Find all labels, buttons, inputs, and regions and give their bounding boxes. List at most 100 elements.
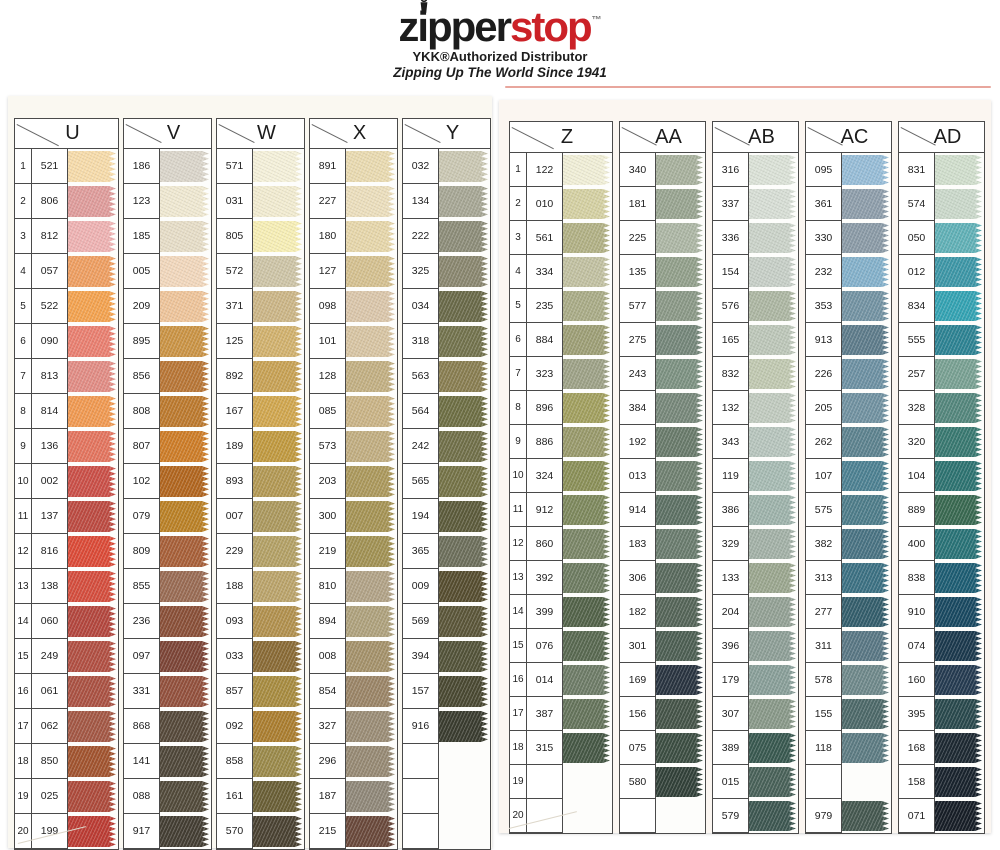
swatch-cell <box>563 595 612 629</box>
color-row-W-10: 893 <box>217 464 304 499</box>
zipper-swatch-093 <box>253 606 302 637</box>
swatch-cell <box>842 153 891 187</box>
color-code <box>806 765 842 799</box>
zipper-swatch-101 <box>346 326 395 357</box>
color-row-AB-3: 336 <box>713 221 798 255</box>
swatch-cell <box>68 429 118 464</box>
swatch-cell <box>68 394 118 429</box>
zipper-swatch-313 <box>842 563 889 593</box>
color-code: 850 <box>32 744 68 779</box>
zipper-swatch-071 <box>935 801 982 831</box>
color-row-AD-11: 889 <box>899 493 984 527</box>
swatch-cell <box>563 357 612 391</box>
color-code: 013 <box>620 459 656 493</box>
color-code: 361 <box>806 187 842 221</box>
zipper-swatch-855 <box>160 571 209 602</box>
swatch-cell <box>439 534 490 569</box>
swatch-cell <box>563 799 612 833</box>
swatch-cell <box>563 255 612 289</box>
swatch-cell <box>346 814 397 849</box>
zipper-swatch-315 <box>563 733 610 763</box>
zipper-swatch-395 <box>935 699 982 729</box>
zipper-swatch-555 <box>935 325 982 355</box>
swatch-cell <box>842 697 891 731</box>
header-diagonal-line <box>621 127 657 146</box>
swatch-cell <box>253 254 304 289</box>
color-code <box>527 799 563 833</box>
row-number: 17 <box>510 697 527 731</box>
swatch-cell <box>842 799 891 833</box>
swatch-cell <box>563 663 612 697</box>
zipper-swatch-577 <box>656 291 703 321</box>
color-code: 192 <box>620 425 656 459</box>
zipper-swatch-235 <box>563 291 610 321</box>
zipper-swatch-135 <box>656 257 703 287</box>
zipper-swatch-320 <box>935 427 982 457</box>
color-row-AB-1: 316 <box>713 153 798 187</box>
color-code: 353 <box>806 289 842 323</box>
zipper-swatch-209 <box>160 291 209 322</box>
zipper-swatch-913 <box>842 325 889 355</box>
color-row-X-9: 573 <box>310 429 397 464</box>
swatch-cell <box>656 391 705 425</box>
zipper-swatch-910 <box>935 597 982 627</box>
color-row-U-9: 9 136 <box>15 429 118 464</box>
swatch-cell <box>563 731 612 765</box>
trademark-symbol: ™ <box>591 15 602 26</box>
color-code: 334 <box>527 255 563 289</box>
row-number: 16 <box>510 663 527 697</box>
swatch-cell <box>842 663 891 697</box>
color-code: 093 <box>217 604 253 639</box>
tagline: Zipping Up The World Since 1941 <box>393 65 607 80</box>
color-row-AA-2: 181 <box>620 187 705 221</box>
color-code: 071 <box>899 799 935 833</box>
color-code: 382 <box>806 527 842 561</box>
color-row-AD-18: 168 <box>899 731 984 765</box>
color-code: 194 <box>403 499 439 534</box>
row-number: 6 <box>510 323 527 357</box>
color-code: 128 <box>310 359 346 394</box>
zipper-swatch-002 <box>68 466 116 497</box>
color-code: 572 <box>217 254 253 289</box>
zipper-swatch-185 <box>160 221 209 252</box>
zipperstop-logo: zipperstop™ <box>398 0 602 48</box>
zipper-swatch-806 <box>68 186 116 217</box>
swatch-cell <box>935 629 984 663</box>
color-row-Z-3: 3 561 <box>510 221 612 255</box>
swatch-cell <box>346 744 397 779</box>
swatch-cell <box>749 255 798 289</box>
zipper-swatch-165 <box>749 325 796 355</box>
swatch-cell <box>749 153 798 187</box>
color-column-AA: AA 340 181 225 135 577 275 243 384 192 013 914 183 30… <box>619 121 706 834</box>
color-code: 232 <box>806 255 842 289</box>
swatch-cell <box>439 779 490 814</box>
color-column-U: U 1 521 2 806 3 812 4 057 5 522 6 090 7 813 8 814 9 136 10 0… <box>14 118 119 850</box>
swatch-cell <box>842 527 891 561</box>
row-number: 2 <box>510 187 527 221</box>
zipper-swatch-311 <box>842 631 889 661</box>
zipper-swatch-809 <box>160 536 209 567</box>
swatch-cell <box>160 254 211 289</box>
zipper-swatch-296 <box>346 746 395 777</box>
color-row-V-13: 855 <box>124 569 211 604</box>
swatch-cell <box>253 814 304 849</box>
color-code: 119 <box>713 459 749 493</box>
zipper-swatch-015 <box>749 767 796 797</box>
swatch-cell <box>935 459 984 493</box>
swatch-cell <box>346 184 397 219</box>
swatch-cell <box>439 744 490 779</box>
color-row-AC-13: 313 <box>806 561 891 595</box>
color-row-AB-17: 307 <box>713 697 798 731</box>
swatch-cell <box>439 149 490 184</box>
swatch-cell <box>749 561 798 595</box>
color-code: 092 <box>217 709 253 744</box>
color-code: 182 <box>620 595 656 629</box>
color-row-W-15: 033 <box>217 639 304 674</box>
swatch-cell <box>160 639 211 674</box>
row-number: 15 <box>510 629 527 663</box>
swatch-cell <box>749 527 798 561</box>
column-letter-W: W <box>257 122 276 144</box>
color-row-Z-5: 5 235 <box>510 289 612 323</box>
color-code: 307 <box>713 697 749 731</box>
color-row-U-7: 7 813 <box>15 359 118 394</box>
